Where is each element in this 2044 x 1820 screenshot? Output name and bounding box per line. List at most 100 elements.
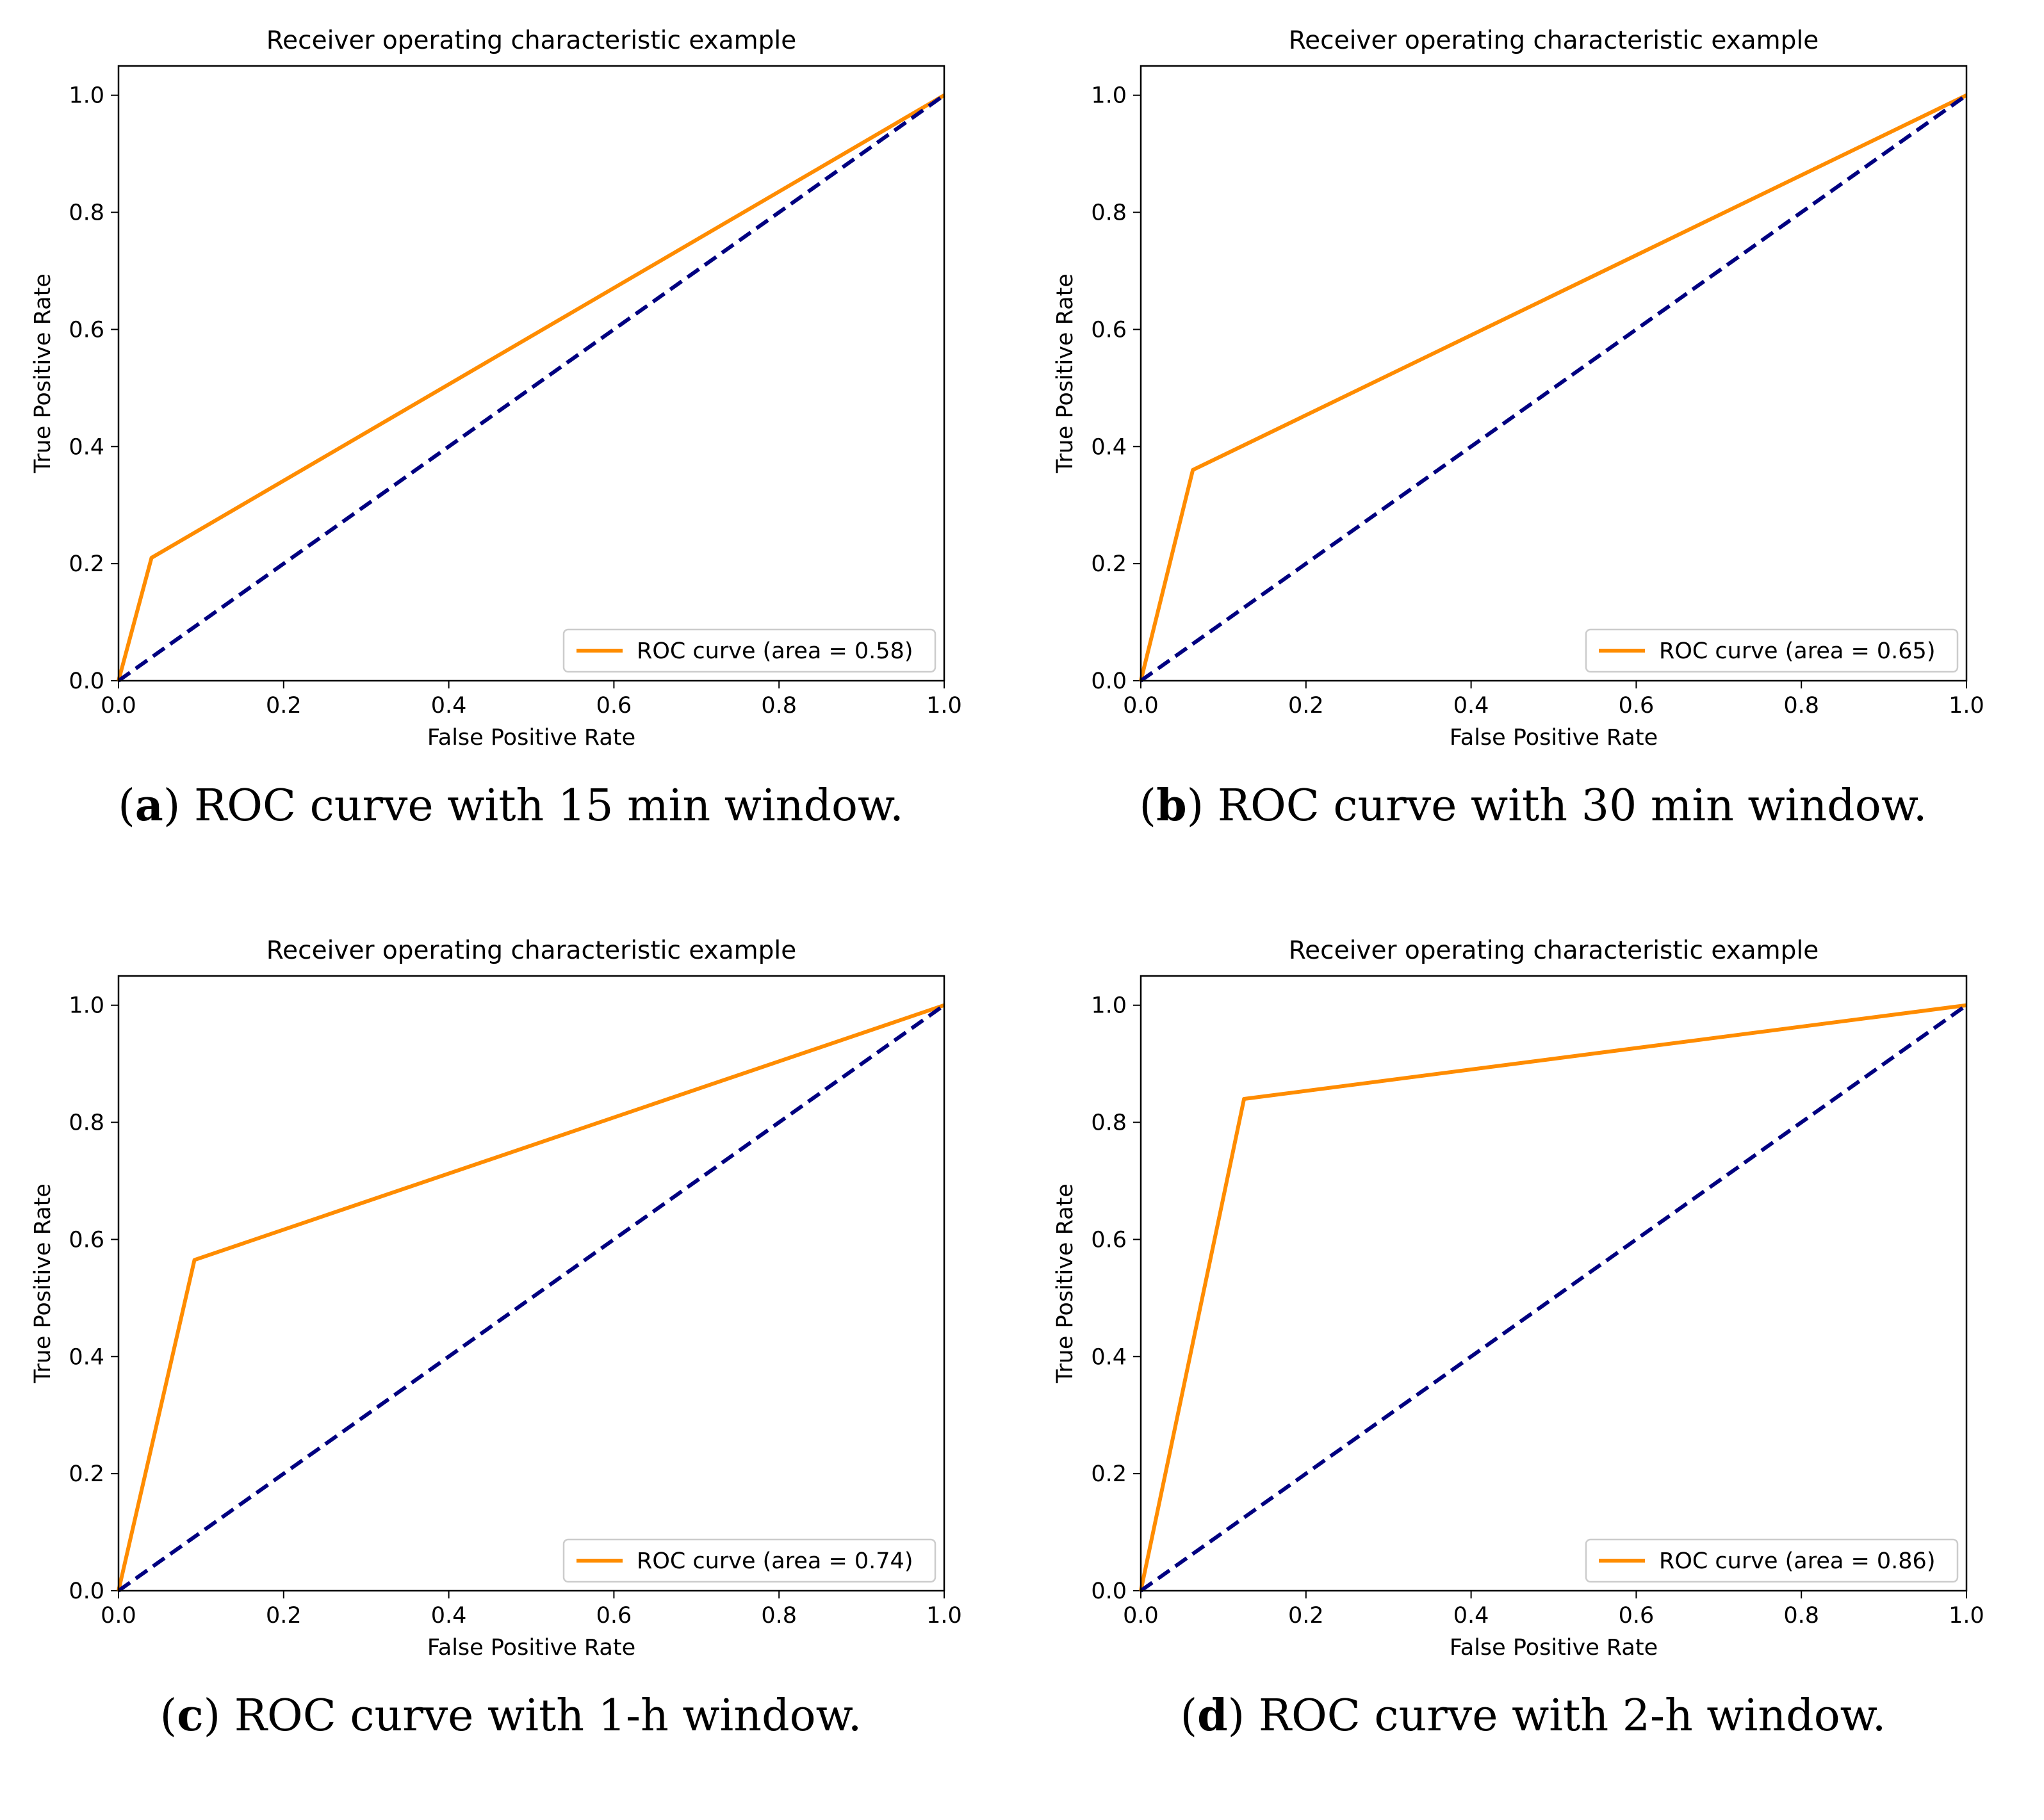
x-axis-label: False Positive Rate [427, 725, 635, 751]
x-tick-label: 0.6 [596, 1603, 632, 1629]
caption-letter: b [1156, 780, 1187, 831]
plot-frame [117, 975, 945, 1592]
y-tick-label: 1.0 [1091, 83, 1127, 109]
y-tick-label: 0.4 [1091, 434, 1127, 460]
x-tick-label: 0.8 [761, 693, 797, 719]
x-tick-label: 0.8 [1783, 693, 1819, 719]
chart-title: Receiver operating characteristic exampl… [1289, 26, 1819, 55]
caption-text: ROC curve with 30 min window. [1217, 781, 1927, 831]
legend-box [562, 628, 936, 673]
y-tick-label: 0.2 [1091, 1461, 1127, 1487]
x-tick-label: 0.4 [431, 1603, 467, 1629]
y-tick-label: 0.2 [69, 551, 104, 577]
x-tick-label: 0.0 [1123, 1603, 1159, 1629]
x-tick-label: 1.0 [926, 693, 962, 719]
roc-chart-c: Receiver operating characteristic exampl… [30, 936, 962, 1661]
legend-box [1585, 1538, 1959, 1583]
chart-title: Receiver operating characteristic exampl… [266, 936, 796, 965]
roc-panel-d: Receiver operating characteristic exampl… [1022, 910, 2044, 1820]
caption-text: ROC curve with 1-h window. [234, 1691, 862, 1741]
y-tick-label: 0.4 [69, 434, 104, 460]
y-tick-label: 0.2 [1091, 551, 1127, 577]
caption-letter: c [177, 1690, 204, 1741]
y-axis-label: True Positive Rate [30, 273, 56, 474]
x-tick-label: 0.0 [1123, 693, 1159, 719]
chart-title: Receiver operating characteristic exampl… [266, 26, 796, 55]
roc-curve-line [117, 93, 945, 681]
caption-a: (a) ROC curve with 15 min window. [118, 780, 904, 831]
caption-c: (c) ROC curve with 1-h window. [159, 1690, 862, 1741]
plot-frame [1140, 65, 1968, 682]
x-tick-label: 0.6 [596, 693, 632, 719]
y-tick-label: 0.0 [69, 1579, 104, 1604]
roc-chart-b: Receiver operating characteristic exampl… [1052, 26, 1984, 751]
x-tick-label: 0.4 [431, 693, 467, 719]
y-tick-label: 0.8 [69, 1110, 104, 1136]
caption-letter: a [135, 780, 163, 831]
legend-label: ROC curve (area = 0.86) [1659, 1548, 1935, 1574]
caption-text: ROC curve with 15 min window. [194, 781, 904, 831]
y-tick-label: 0.0 [69, 669, 104, 694]
y-tick-label: 0.4 [69, 1344, 104, 1370]
x-tick-label: 0.0 [101, 693, 136, 719]
x-tick-label: 1.0 [926, 1603, 962, 1629]
y-tick-label: 0.6 [1091, 317, 1127, 343]
roc-panel-a: Receiver operating characteristic exampl… [0, 0, 1022, 910]
chance-diagonal-line [117, 93, 945, 683]
y-tick-label: 0.2 [69, 1461, 104, 1487]
legend-box [1585, 628, 1959, 673]
roc-curve-line [1139, 1003, 1967, 1591]
chart-title: Receiver operating characteristic exampl… [1289, 936, 1819, 965]
caption-text: ROC curve with 2-h window. [1258, 1691, 1886, 1741]
legend-label: ROC curve (area = 0.65) [1659, 638, 1935, 664]
x-axis-label: False Positive Rate [1450, 1635, 1658, 1661]
y-axis-label: True Positive Rate [1052, 1183, 1078, 1384]
x-tick-label: 1.0 [1949, 693, 1984, 719]
legend-label: ROC curve (area = 0.74) [637, 1548, 913, 1574]
x-tick-label: 0.2 [1288, 693, 1324, 719]
chance-diagonal-line [117, 1003, 945, 1593]
x-tick-label: 1.0 [1949, 1603, 1984, 1629]
x-tick-label: 0.2 [1288, 1603, 1324, 1629]
x-axis-label: False Positive Rate [1450, 725, 1658, 751]
chance-diagonal-line [1140, 93, 1968, 683]
roc-chart-d: Receiver operating characteristic exampl… [1052, 936, 1984, 1661]
y-tick-label: 0.8 [69, 200, 104, 226]
plot-frame [1140, 975, 1968, 1592]
y-tick-label: 0.4 [1091, 1344, 1127, 1370]
roc-curve-line [1139, 93, 1968, 681]
legend-box [562, 1538, 936, 1583]
x-tick-label: 0.8 [761, 1603, 797, 1629]
caption-letter: d [1197, 1690, 1228, 1741]
y-tick-label: 1.0 [1091, 993, 1127, 1019]
x-tick-label: 0.6 [1619, 1603, 1655, 1629]
caption-b: (b) ROC curve with 30 min window. [1139, 780, 1927, 831]
roc-chart-a: Receiver operating characteristic exampl… [30, 26, 962, 751]
x-axis-label: False Positive Rate [427, 1635, 635, 1661]
y-tick-label: 0.6 [69, 317, 104, 343]
roc-curve-line [117, 1003, 945, 1591]
y-tick-label: 0.0 [1091, 1579, 1127, 1604]
legend-label: ROC curve (area = 0.58) [637, 638, 913, 664]
y-tick-label: 0.6 [1091, 1227, 1127, 1253]
y-tick-label: 0.8 [1091, 200, 1127, 226]
x-tick-label: 0.6 [1619, 693, 1655, 719]
roc-panel-c: Receiver operating characteristic exampl… [0, 910, 1022, 1820]
y-tick-label: 0.8 [1091, 1110, 1127, 1136]
x-tick-label: 0.4 [1453, 693, 1489, 719]
plot-frame [117, 65, 945, 682]
x-tick-label: 0.2 [266, 693, 302, 719]
caption-d: (d) ROC curve with 2-h window. [1180, 1690, 1886, 1741]
roc-panel-b: Receiver operating characteristic exampl… [1022, 0, 2044, 910]
y-axis-label: True Positive Rate [1052, 273, 1078, 474]
y-tick-label: 1.0 [69, 83, 104, 109]
y-axis-label: True Positive Rate [30, 1183, 56, 1384]
chance-diagonal-line [1140, 1003, 1968, 1593]
y-tick-label: 1.0 [69, 993, 104, 1019]
x-tick-label: 0.2 [266, 1603, 302, 1629]
x-tick-label: 0.0 [101, 1603, 136, 1629]
y-tick-label: 0.6 [69, 1227, 104, 1253]
x-tick-label: 0.8 [1783, 1603, 1819, 1629]
x-tick-label: 0.4 [1453, 1603, 1489, 1629]
y-tick-label: 0.0 [1091, 669, 1127, 694]
